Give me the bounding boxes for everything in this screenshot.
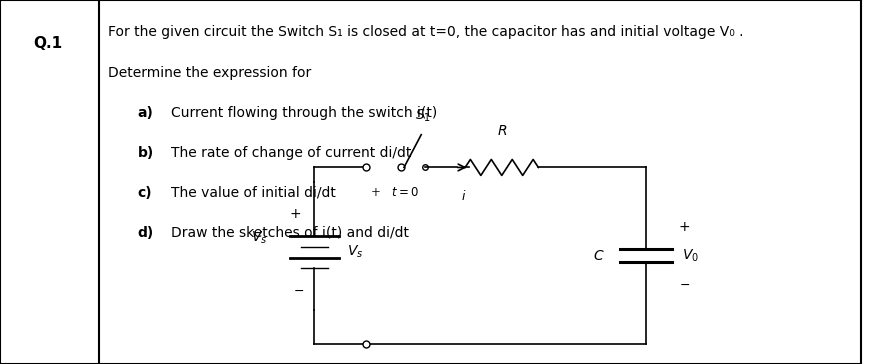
Text: + $\ \ t = 0$: + $\ \ t = 0$	[370, 186, 419, 199]
Text: $V_0$: $V_0$	[682, 248, 699, 264]
Text: +: +	[679, 220, 690, 234]
Text: $C$: $C$	[593, 249, 605, 263]
Text: +: +	[290, 207, 301, 221]
Text: c): c)	[138, 186, 153, 199]
Text: $-$: $-$	[293, 284, 304, 297]
Text: $S_1$: $S_1$	[415, 107, 431, 124]
Text: d): d)	[138, 226, 154, 240]
Text: $R$: $R$	[497, 124, 507, 138]
Text: Q.1: Q.1	[33, 36, 62, 51]
Text: Determine the expression for: Determine the expression for	[108, 66, 311, 79]
Text: $V_s$: $V_s$	[251, 229, 267, 246]
Text: $-$: $-$	[679, 278, 690, 290]
Text: $V_s$: $V_s$	[347, 244, 364, 260]
Text: Draw the sketches of i(t) and di/dt: Draw the sketches of i(t) and di/dt	[170, 226, 409, 240]
Text: b): b)	[138, 146, 154, 159]
Text: The rate of change of current di/dt: The rate of change of current di/dt	[170, 146, 411, 159]
Text: a): a)	[138, 106, 153, 119]
Text: Current flowing through the switch i(t): Current flowing through the switch i(t)	[170, 106, 437, 119]
Text: The value of initial di/dt: The value of initial di/dt	[170, 186, 335, 199]
Text: For the given circuit the Switch S₁ is closed at t=0, the capacitor has and init: For the given circuit the Switch S₁ is c…	[108, 25, 743, 39]
Text: $i$: $i$	[461, 189, 467, 203]
